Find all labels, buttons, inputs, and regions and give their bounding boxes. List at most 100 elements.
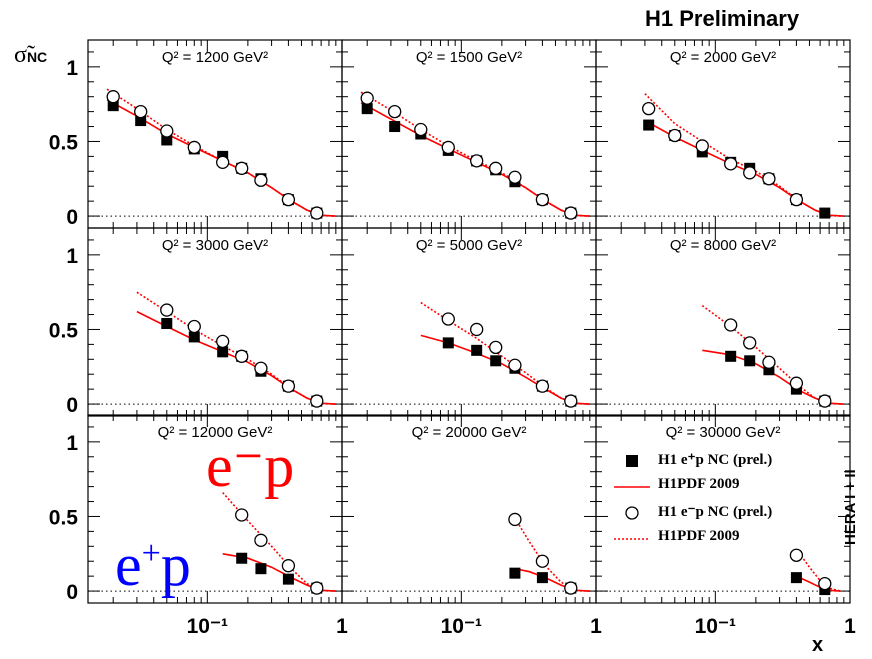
- y-axis-subscript: NC: [26, 49, 48, 65]
- solid-line-icon: [614, 486, 650, 488]
- em-point: [789, 193, 804, 207]
- panel: 0 0.5 1 Q² = 3000 GeV²: [49, 227, 343, 417]
- legend: H1 e⁺p NC (prel.) H1PDF 2009 H1 e⁻p NC (…: [610, 448, 840, 552]
- panel: 10⁻¹ 1 Q² = 30000 GeV²: [595, 414, 856, 638]
- x-tick-label: 1: [336, 615, 348, 638]
- em-point: [281, 193, 296, 207]
- panel-frame: [595, 414, 851, 604]
- ep-point: [725, 350, 737, 362]
- em-point: [254, 361, 268, 375]
- y-tick-label: 0.5: [49, 506, 79, 529]
- panel-label: Q² = 5000 GeV²: [416, 237, 522, 254]
- panel-label: Q² = 20000 GeV²: [412, 424, 527, 441]
- em-point: [668, 128, 682, 143]
- em-point: [310, 394, 324, 408]
- ep-point: [389, 121, 401, 133]
- em-point: [470, 322, 484, 337]
- ep-point: [282, 573, 294, 585]
- em-point: [235, 508, 249, 522]
- legend-item: H1PDF 2009: [610, 526, 840, 552]
- fit-em-line: [106, 88, 336, 217]
- fit-em-line: [644, 93, 844, 217]
- em-point: [216, 155, 230, 169]
- open-circle-icon: [625, 506, 639, 520]
- em-point: [489, 340, 503, 355]
- legend-label: H1 e⁻p NC (prel.): [658, 504, 773, 520]
- ep-point: [255, 563, 267, 575]
- em-point: [818, 576, 832, 591]
- annotation-ep-base: e: [115, 532, 142, 598]
- em-point: [235, 161, 249, 175]
- em-point: [564, 394, 578, 408]
- panel-frame: [87, 227, 343, 417]
- em-point: [441, 312, 455, 326]
- ep-point: [509, 567, 521, 579]
- panel-label: Q² = 30000 GeV²: [666, 424, 781, 441]
- em-point: [134, 104, 148, 119]
- panel: 0 0.5 1 Q² = 1200 GeV²: [49, 39, 343, 229]
- fit-em-line: [701, 304, 844, 405]
- em-point: [724, 318, 738, 332]
- ep-point: [236, 552, 248, 564]
- ep-point: [471, 344, 483, 356]
- em-point: [564, 581, 578, 595]
- ep-point: [135, 115, 147, 127]
- em-point: [535, 554, 550, 568]
- ep-point: [161, 134, 173, 146]
- annotation-em: e⁻p: [206, 433, 295, 499]
- y-tick-label: 1: [66, 432, 78, 455]
- em-point: [216, 334, 230, 349]
- ep-point: [490, 355, 502, 367]
- y-axis-symbol: σ̃: [14, 42, 27, 68]
- y-tick-label: 0: [66, 581, 78, 604]
- em-point: [789, 548, 804, 562]
- x-tick-label: 1: [844, 615, 856, 638]
- y-tick-label: 1: [66, 245, 78, 268]
- em-point: [743, 166, 757, 180]
- em-point: [388, 104, 402, 119]
- ep-point: [643, 119, 655, 131]
- panel: 10⁻¹ 1 Q² = 20000 GeV²: [341, 414, 602, 638]
- annotation-ep-sup: +: [141, 535, 161, 572]
- em-point: [508, 170, 522, 184]
- em-point: [470, 154, 484, 168]
- ep-point: [763, 364, 775, 376]
- em-point: [310, 206, 324, 220]
- em-point: [508, 358, 522, 372]
- em-point: [762, 172, 776, 186]
- ep-point: [819, 207, 831, 219]
- em-point: [414, 122, 428, 137]
- em-point: [743, 336, 757, 350]
- em-point: [535, 379, 550, 393]
- em-point: [310, 581, 324, 595]
- fit-em-line: [420, 301, 590, 405]
- annotation-ep: e+p: [115, 535, 191, 595]
- em-point: [789, 376, 804, 390]
- dotted-line-icon: [614, 538, 650, 540]
- ep-point: [790, 572, 802, 584]
- em-point: [508, 512, 522, 527]
- em-point: [160, 124, 174, 138]
- panel-frame: [341, 227, 597, 417]
- em-point: [187, 140, 201, 155]
- legend-label: H1PDF 2009: [658, 476, 740, 492]
- em-point: [254, 173, 268, 187]
- side-label: HERA I + II: [842, 469, 859, 545]
- x-tick-label: 10⁻¹: [187, 615, 228, 638]
- panel-label: Q² = 3000 GeV²: [162, 237, 268, 254]
- em-point: [441, 140, 455, 155]
- x-tick-label: 1: [590, 615, 602, 638]
- panel: Q² = 2000 GeV²: [595, 39, 851, 229]
- panel-label: Q² = 1500 GeV²: [416, 49, 522, 66]
- em-point: [360, 91, 374, 105]
- panel-frame: [87, 39, 343, 229]
- fit-ep-line: [514, 567, 590, 592]
- panel-frame: [595, 39, 851, 229]
- chart-title: H1 Preliminary: [645, 6, 800, 31]
- panel-frame: [341, 414, 597, 604]
- fit-em-line: [222, 492, 336, 592]
- em-point: [642, 101, 656, 116]
- legend-label: H1 e⁺p NC (prel.): [658, 452, 773, 468]
- em-point: [724, 157, 738, 171]
